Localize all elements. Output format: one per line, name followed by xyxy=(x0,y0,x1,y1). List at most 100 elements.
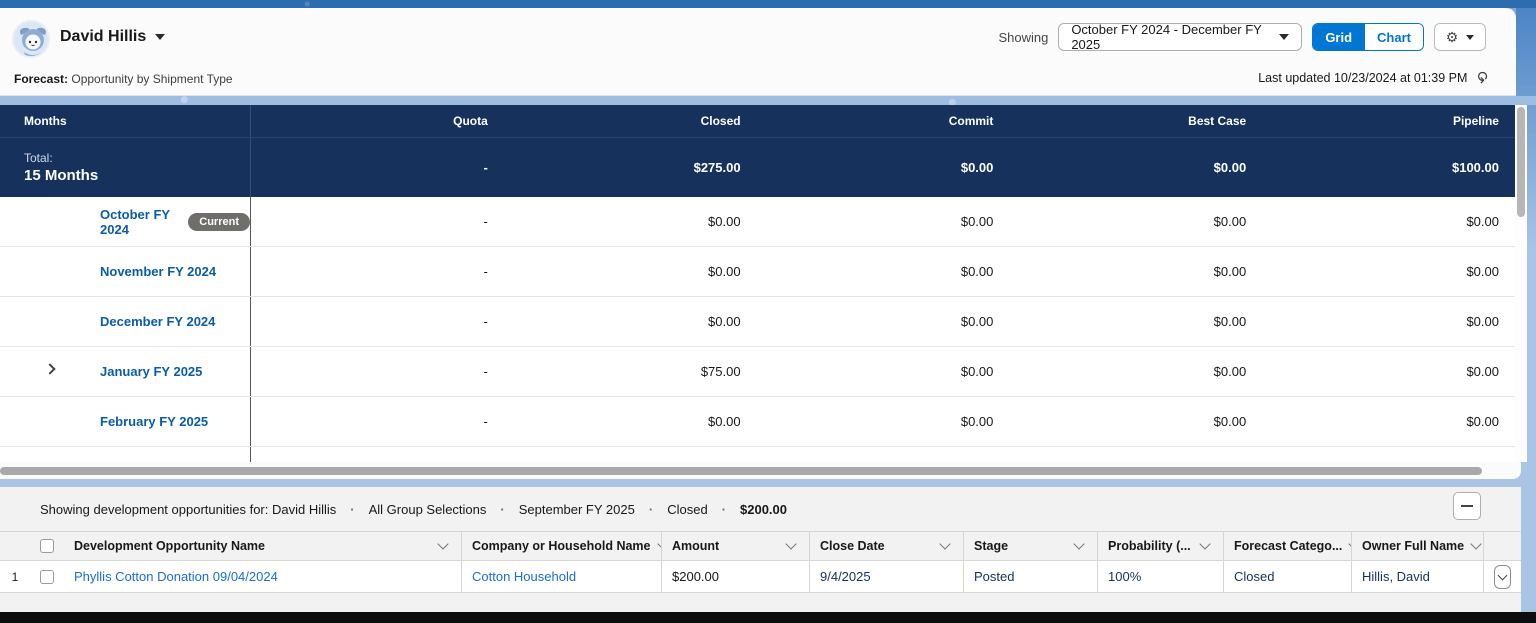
forecast-owner-selector[interactable]: David Hillis xyxy=(60,28,166,46)
chart-view-button[interactable]: Chart xyxy=(1364,24,1423,50)
last-updated-text: Last updated 10/23/2024 at 01:39 PM xyxy=(1258,70,1468,85)
cell-closed: $0.00 xyxy=(708,314,741,329)
expand-row-chevron-icon[interactable] xyxy=(44,363,56,375)
cell-best-case: $0.00 xyxy=(1213,214,1247,229)
col-header-months: Months xyxy=(0,105,251,137)
browser-top-accent-bar xyxy=(0,0,1536,8)
probability-cell: 100% xyxy=(1108,569,1142,584)
cell-pipeline: $0.00 xyxy=(1466,214,1499,229)
cell-quota: - xyxy=(483,314,488,329)
month-link-october[interactable]: October FY 2024 xyxy=(100,206,170,237)
grid-view-button[interactable]: Grid xyxy=(1313,24,1365,50)
cell-pipeline: $0.00 xyxy=(1466,414,1499,429)
total-pipeline: $100.00 xyxy=(1451,160,1499,175)
column-menu-chevron-icon[interactable] xyxy=(939,538,951,550)
month-link-february[interactable]: February FY 2025 xyxy=(100,414,209,429)
month-link-january[interactable]: January FY 2025 xyxy=(100,364,203,379)
filter-prefix: Showing development opportunities for: D… xyxy=(40,501,337,517)
col-header-closed: Closed xyxy=(700,114,741,128)
gear-icon: ⚙ xyxy=(1445,29,1459,45)
grid-total-row: Total: 15 Months - $275.00 $0.00 $0.00 $… xyxy=(0,137,1515,197)
row-checkbox[interactable] xyxy=(40,569,54,584)
select-all-checkbox[interactable] xyxy=(40,539,54,553)
canvas-background-band-top xyxy=(0,96,1536,105)
opportunities-panel: Showing development opportunities for: D… xyxy=(0,487,1521,612)
forecast-type-value: Opportunity by Shipment Type xyxy=(71,72,233,86)
column-menu-chevron-icon[interactable] xyxy=(1199,538,1211,550)
total-months-cell: Total: 15 Months xyxy=(0,138,251,197)
month-row-january: January FY 2025 - $75.00 $0.00 $0.00 $0.… xyxy=(0,347,1515,397)
cell-commit: $0.00 xyxy=(960,214,994,229)
period-range-select[interactable]: October FY 2024 - December FY 2025 xyxy=(1058,22,1303,52)
grid-vertical-scrollbar-thumb[interactable] xyxy=(1517,107,1525,217)
astro-mascot-icon xyxy=(14,22,48,56)
column-menu-chevron-icon[interactable] xyxy=(437,538,449,550)
last-updated-row: Last updated 10/23/2024 at 01:39 PM ⟳ xyxy=(1258,70,1493,85)
column-menu-chevron-icon[interactable] xyxy=(1073,538,1085,550)
month-row-november: November FY 2024 - $0.00 $0.00 $0.00 $0.… xyxy=(0,247,1515,297)
cell-commit: $0.00 xyxy=(960,414,994,429)
company-link[interactable]: Cotton Household xyxy=(472,569,577,584)
grid-vertical-scrollbar-track[interactable] xyxy=(1515,105,1527,462)
row-number-header xyxy=(0,532,30,560)
col-header-quota: Quota xyxy=(453,114,488,128)
cell-best-case: $0.00 xyxy=(1213,314,1247,329)
refresh-icon[interactable]: ⟳ xyxy=(1475,71,1493,84)
minimize-icon xyxy=(1461,505,1473,507)
filter-separator: · xyxy=(350,501,355,517)
grid-header-row: Months Quota Closed Commit Best Case Pip… xyxy=(0,105,1515,137)
opportunities-header-row: Development Opportunity Name Company or … xyxy=(0,531,1521,561)
forecast-header-card: David Hillis Forecast: Opportunity by Sh… xyxy=(0,8,1516,96)
col-header-owner: Owner Full Name xyxy=(1362,539,1465,553)
owner-cell: Hillis, David xyxy=(1362,569,1430,584)
opportunity-name-link[interactable]: Phyllis Cotton Donation 09/04/2024 xyxy=(74,569,278,584)
col-header-stage: Stage xyxy=(974,539,1009,553)
bottom-black-bar xyxy=(0,612,1536,623)
column-menu-chevron-icon[interactable] xyxy=(1470,538,1482,550)
month-link-november[interactable]: November FY 2024 xyxy=(100,264,217,279)
settings-caret-icon xyxy=(1466,34,1475,40)
cell-closed: $0.00 xyxy=(708,214,741,229)
month-row-february: February FY 2025 - $0.00 $0.00 $0.00 $0.… xyxy=(0,397,1515,447)
cell-quota: - xyxy=(483,414,488,429)
col-header-commit: Commit xyxy=(948,114,994,128)
cell-pipeline: $0.00 xyxy=(1466,364,1499,379)
amount-cell: $200.00 xyxy=(672,569,719,584)
cell-best-case: $0.00 xyxy=(1213,364,1247,379)
month-link-december[interactable]: December FY 2024 xyxy=(100,314,216,329)
cell-commit: $0.00 xyxy=(960,314,994,329)
user-avatar xyxy=(12,20,50,58)
filter-group: All Group Selections xyxy=(368,501,487,517)
settings-menu-button[interactable]: ⚙ xyxy=(1434,23,1486,51)
filter-period: September FY 2025 xyxy=(518,501,635,517)
forecast-grid: Months Quota Closed Commit Best Case Pip… xyxy=(0,105,1527,464)
cell-closed: $0.00 xyxy=(708,414,741,429)
total-quota: - xyxy=(483,160,488,175)
canvas-background-band-bottom xyxy=(0,479,1536,487)
opportunity-row: 1 Phyllis Cotton Donation 09/04/2024 Cot… xyxy=(0,561,1521,593)
minimize-panel-button[interactable] xyxy=(1453,492,1481,520)
forecast-type-line: Forecast: Opportunity by Shipment Type xyxy=(14,72,233,86)
forecast-category-cell: Closed xyxy=(1234,569,1275,584)
opportunities-table: Development Opportunity Name Company or … xyxy=(0,531,1521,593)
chevron-down-icon xyxy=(1497,570,1508,580)
total-best-case: $0.00 xyxy=(1213,160,1247,175)
cell-best-case: $0.00 xyxy=(1213,414,1247,429)
column-menu-chevron-icon[interactable] xyxy=(785,538,797,550)
cell-closed: $0.00 xyxy=(708,264,741,279)
grid-horizontal-scrollbar-thumb[interactable] xyxy=(0,467,1482,475)
grid-horizontal-scrollbar-track[interactable] xyxy=(0,462,1521,479)
cell-commit: $0.00 xyxy=(960,364,994,379)
opportunities-filter-bar: Showing development opportunities for: D… xyxy=(0,487,1521,531)
cell-quota: - xyxy=(483,364,488,379)
col-header-forecast-category: Forecast Catego... xyxy=(1234,539,1343,553)
cell-pipeline: $0.00 xyxy=(1466,314,1499,329)
row-actions-button[interactable] xyxy=(1494,564,1511,589)
filter-separator: · xyxy=(648,501,654,517)
col-header-amount: Amount xyxy=(672,539,720,553)
cell-best-case: $0.00 xyxy=(1213,264,1247,279)
col-header-pipeline: Pipeline xyxy=(1452,114,1499,128)
total-closed: $275.00 xyxy=(693,160,741,175)
col-header-probability: Probability (... xyxy=(1108,539,1191,553)
forecast-label: Forecast: xyxy=(14,72,69,86)
